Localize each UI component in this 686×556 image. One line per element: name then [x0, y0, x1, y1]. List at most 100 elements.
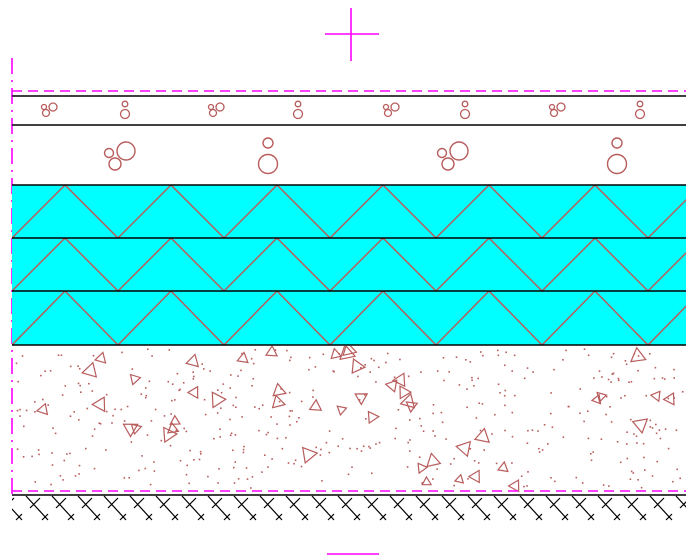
concrete-dot — [523, 485, 525, 488]
concrete-dot — [213, 437, 215, 440]
concrete-triangle — [264, 346, 279, 357]
concrete-dot — [409, 419, 411, 421]
gravel-layer — [103, 137, 628, 175]
concrete-triangle — [662, 392, 675, 406]
aggregate-circle — [382, 103, 390, 111]
concrete-dot — [547, 443, 549, 445]
concrete-dot — [541, 449, 544, 451]
concrete-dot — [337, 445, 339, 447]
concrete-dot — [209, 370, 211, 372]
concrete-dot — [385, 361, 387, 364]
concrete-dot — [287, 462, 290, 464]
concrete-dot — [179, 388, 181, 391]
concrete-dot — [479, 429, 482, 432]
concrete-dot — [406, 466, 409, 468]
concrete-dot — [235, 396, 237, 399]
aggregate-circle — [390, 102, 400, 112]
concrete-dot — [600, 438, 603, 440]
concrete-dot — [664, 428, 667, 430]
concrete-dot — [230, 374, 232, 376]
concrete-dot — [126, 405, 129, 408]
concrete-dot — [230, 432, 233, 435]
concrete-dot — [642, 442, 645, 445]
concrete-dot — [185, 430, 188, 433]
concrete-dot — [91, 435, 94, 437]
concrete-triangle — [629, 346, 647, 363]
concrete-dot — [105, 449, 107, 451]
concrete-dot — [630, 418, 632, 421]
concrete-dot — [436, 468, 438, 470]
concrete-dot — [532, 371, 534, 373]
concrete-triangle — [399, 392, 416, 409]
concrete-dot — [22, 456, 25, 458]
concrete-dot — [51, 464, 54, 466]
concrete-dot — [17, 380, 19, 383]
concrete-dot — [473, 385, 475, 387]
concrete-dot — [74, 475, 77, 477]
concrete-dot — [465, 359, 467, 361]
concrete-dot — [649, 426, 652, 428]
aggregate-circle — [449, 141, 469, 161]
concrete-dot — [592, 451, 594, 453]
concrete-dot — [636, 442, 638, 444]
concrete-triangle — [507, 478, 520, 493]
concrete-dot — [629, 478, 632, 480]
concrete-dot — [148, 380, 151, 383]
concrete-dot — [278, 400, 281, 403]
concrete-dot — [42, 398, 44, 401]
concrete-dot — [204, 413, 207, 416]
concrete-dot — [440, 411, 443, 414]
concrete-dot — [293, 462, 295, 465]
concrete-dot — [179, 459, 182, 462]
concrete-dot — [667, 397, 670, 400]
concrete-dot — [466, 406, 468, 409]
concrete-dot — [357, 375, 359, 378]
concrete-triangle — [631, 418, 649, 435]
concrete-dot — [258, 407, 260, 410]
concrete-dot — [51, 452, 53, 454]
aggregate-circle — [436, 147, 448, 159]
concrete-dot — [661, 377, 664, 379]
concrete-dot — [322, 353, 325, 356]
concrete-dot — [583, 348, 586, 350]
concrete-dot — [477, 377, 479, 380]
concrete-dot — [375, 381, 377, 383]
concrete-dot — [673, 368, 675, 371]
concrete-dot — [420, 425, 422, 427]
concrete-dot — [88, 382, 90, 385]
concrete-dot — [617, 377, 620, 380]
concrete-dot — [105, 393, 108, 396]
concrete-triangle — [236, 351, 249, 364]
concrete-dot — [434, 435, 436, 437]
concrete-triangle — [421, 475, 433, 486]
concrete-dot — [130, 441, 133, 443]
concrete-dot — [321, 480, 323, 482]
concrete-dot — [271, 458, 273, 460]
concrete-dot — [314, 366, 317, 368]
concrete-dot — [358, 399, 361, 401]
concrete-triangle — [473, 427, 491, 443]
concrete-dot — [432, 412, 434, 415]
aggregate-circle — [441, 157, 455, 171]
concrete-dot — [153, 470, 156, 472]
concrete-dot — [607, 378, 610, 381]
concrete-dot — [511, 435, 514, 438]
concrete-dot — [325, 441, 328, 444]
concrete-dot — [551, 426, 554, 428]
concrete-dot — [364, 394, 366, 396]
concrete-dot — [54, 432, 57, 435]
concrete-dot — [637, 479, 639, 481]
concrete-dot — [188, 482, 190, 485]
concrete-dot — [526, 367, 529, 369]
concrete-dot — [286, 349, 288, 352]
concrete-dot — [497, 349, 499, 352]
concrete-dot — [624, 394, 626, 397]
concrete-dot — [308, 356, 311, 359]
concrete-dot — [170, 413, 172, 415]
concrete-dot — [478, 402, 480, 404]
concrete-dot — [123, 477, 126, 479]
concrete-dot — [480, 351, 482, 353]
concrete-triangle — [417, 462, 429, 475]
concrete-dot — [328, 451, 331, 454]
concrete-dot — [312, 389, 314, 392]
